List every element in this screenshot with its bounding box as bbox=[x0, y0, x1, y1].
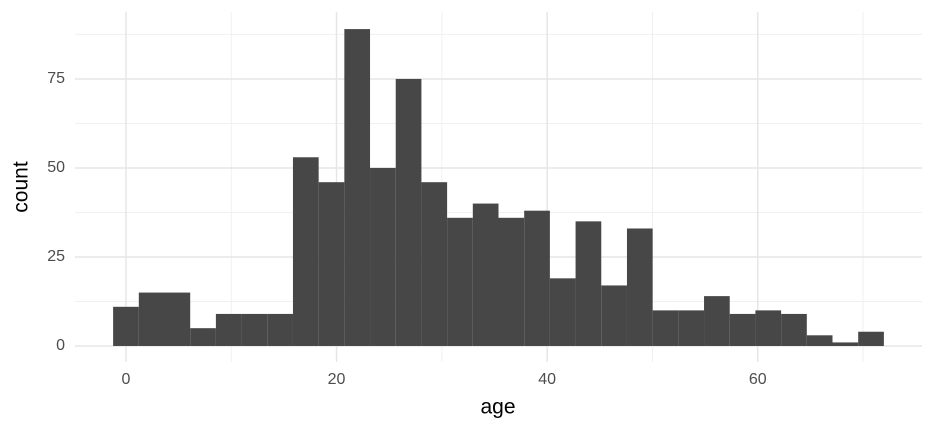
bar bbox=[575, 221, 602, 346]
bar bbox=[678, 310, 705, 346]
x-tick-label: 60 bbox=[749, 371, 767, 388]
bar bbox=[395, 78, 422, 346]
bar bbox=[858, 331, 884, 346]
bar bbox=[267, 313, 293, 346]
bar bbox=[832, 342, 859, 346]
x-axis-title: age bbox=[480, 396, 515, 419]
bar bbox=[498, 217, 525, 346]
bar bbox=[318, 182, 345, 346]
bar bbox=[138, 292, 165, 346]
bar bbox=[704, 296, 730, 346]
bar bbox=[472, 203, 499, 346]
y-tick-label: 0 bbox=[56, 337, 65, 354]
bar bbox=[421, 182, 448, 346]
bar bbox=[729, 313, 756, 346]
x-tick-label: 40 bbox=[538, 371, 556, 388]
bar bbox=[549, 278, 576, 346]
bar bbox=[652, 310, 679, 346]
y-tick-label: 50 bbox=[47, 159, 65, 176]
bar bbox=[164, 292, 191, 346]
bar bbox=[601, 285, 627, 346]
bar bbox=[370, 167, 396, 346]
bar bbox=[190, 328, 216, 346]
bar bbox=[292, 157, 319, 346]
bar bbox=[215, 313, 242, 346]
y-tick-label: 75 bbox=[47, 70, 65, 87]
bar bbox=[626, 228, 653, 346]
bar bbox=[447, 217, 473, 346]
x-tick-label: 20 bbox=[328, 371, 346, 388]
y-tick-label: 25 bbox=[47, 248, 65, 265]
bar bbox=[781, 313, 807, 346]
y-axis-title: count bbox=[10, 161, 33, 213]
bar bbox=[113, 306, 139, 346]
bar bbox=[524, 210, 550, 346]
bar bbox=[806, 335, 833, 346]
x-tick-label: 0 bbox=[122, 371, 131, 388]
bar bbox=[344, 29, 371, 346]
bar bbox=[755, 310, 782, 346]
bar bbox=[241, 313, 268, 346]
